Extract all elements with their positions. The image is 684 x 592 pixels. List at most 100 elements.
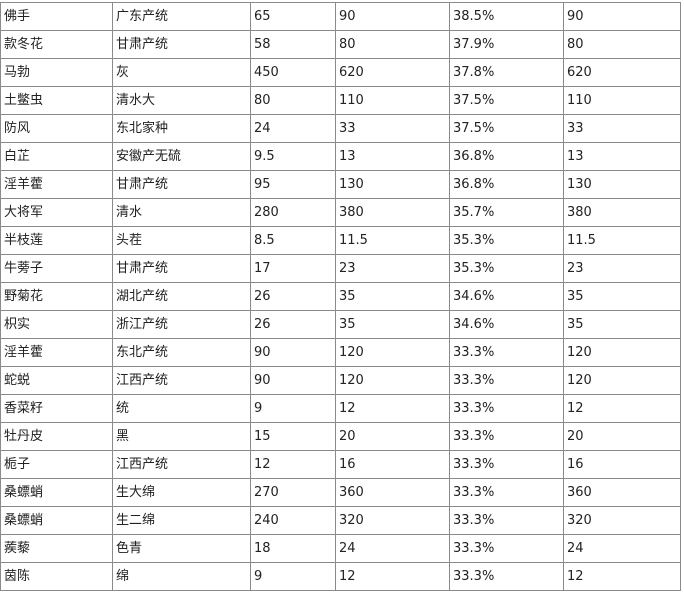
table-cell: 20 bbox=[567, 429, 584, 444]
table-cell: 桑螵蛸 bbox=[4, 513, 44, 528]
row-border bbox=[0, 142, 681, 143]
table-cell: 淫羊藿 bbox=[4, 345, 44, 360]
row-border bbox=[0, 254, 681, 255]
column-border bbox=[250, 2, 251, 591]
table-cell: 土鳖虫 bbox=[4, 93, 44, 108]
table-cell: 37.8% bbox=[453, 65, 495, 80]
table-cell: 33 bbox=[339, 121, 356, 136]
table-cell: 450 bbox=[254, 65, 279, 80]
table-cell: 大将军 bbox=[4, 205, 44, 220]
table-cell: 12 bbox=[567, 401, 584, 416]
table-cell: 58 bbox=[254, 37, 271, 52]
row-border bbox=[0, 58, 681, 59]
table-cell: 280 bbox=[254, 205, 279, 220]
table-cell: 33.3% bbox=[453, 373, 495, 388]
table-cell: 13 bbox=[339, 149, 356, 164]
row-border bbox=[0, 310, 681, 311]
table-cell: 灰 bbox=[116, 65, 130, 80]
table-cell: 110 bbox=[567, 93, 592, 108]
table-cell: 11.5 bbox=[339, 233, 368, 248]
table-cell: 12 bbox=[567, 569, 584, 584]
table-cell: 90 bbox=[254, 373, 271, 388]
table-cell: 野菊花 bbox=[4, 289, 44, 304]
table-cell: 23 bbox=[567, 261, 584, 276]
column-border bbox=[563, 2, 564, 591]
row-border bbox=[0, 394, 681, 395]
table-cell: 黑 bbox=[116, 429, 130, 444]
table-cell: 37.5% bbox=[453, 121, 495, 136]
column-border bbox=[449, 2, 450, 591]
table-cell: 东北家种 bbox=[116, 121, 169, 136]
table-cell: 37.5% bbox=[453, 93, 495, 108]
table-cell: 320 bbox=[567, 513, 592, 528]
table-cell: 360 bbox=[567, 485, 592, 500]
table-cell: 130 bbox=[339, 177, 364, 192]
table-cell: 甘肃产统 bbox=[116, 177, 169, 192]
table-cell: 佛手 bbox=[4, 9, 31, 24]
table-cell: 33.3% bbox=[453, 513, 495, 528]
row-border bbox=[0, 422, 681, 423]
table-cell: 11.5 bbox=[567, 233, 596, 248]
row-border bbox=[0, 506, 681, 507]
table-cell: 120 bbox=[339, 373, 364, 388]
table-cell: 35 bbox=[567, 289, 584, 304]
table-cell: 清水大 bbox=[116, 93, 156, 108]
table-cell: 33.3% bbox=[453, 401, 495, 416]
table-cell: 甘肃产统 bbox=[116, 37, 169, 52]
table-cell: 35.3% bbox=[453, 233, 495, 248]
table-cell: 江西产统 bbox=[116, 457, 169, 472]
table-cell: 34.6% bbox=[453, 289, 495, 304]
table-cell: 26 bbox=[254, 289, 271, 304]
table-cell: 360 bbox=[339, 485, 364, 500]
table-cell: 620 bbox=[339, 65, 364, 80]
table-cell: 生二绵 bbox=[116, 513, 156, 528]
table-cell: 马勃 bbox=[4, 65, 31, 80]
table-cell: 头茬 bbox=[116, 233, 143, 248]
table-cell: 80 bbox=[339, 37, 356, 52]
row-border bbox=[0, 170, 681, 171]
table-cell: 120 bbox=[339, 345, 364, 360]
table-cell: 620 bbox=[567, 65, 592, 80]
table-cell: 15 bbox=[254, 429, 271, 444]
table-cell: 35 bbox=[567, 317, 584, 332]
table-cell: 65 bbox=[254, 9, 271, 24]
table-cell: 23 bbox=[339, 261, 356, 276]
table-cell: 桑螵蛸 bbox=[4, 485, 44, 500]
table-cell: 款冬花 bbox=[4, 37, 44, 52]
column-border bbox=[680, 2, 681, 591]
table-cell: 湖北产统 bbox=[116, 289, 169, 304]
table-cell: 20 bbox=[339, 429, 356, 444]
table-cell: 安徽产无硫 bbox=[116, 149, 182, 164]
table-cell: 33.3% bbox=[453, 429, 495, 444]
row-border bbox=[0, 282, 681, 283]
table-cell: 33.3% bbox=[453, 485, 495, 500]
table-cell: 12 bbox=[339, 401, 356, 416]
table-cell: 东北产统 bbox=[116, 345, 169, 360]
table-cell: 80 bbox=[254, 93, 271, 108]
table-cell: 统 bbox=[116, 401, 130, 416]
table-cell: 12 bbox=[339, 569, 356, 584]
table-cell: 8.5 bbox=[254, 233, 275, 248]
table-cell: 35.3% bbox=[453, 261, 495, 276]
table-cell: 33.3% bbox=[453, 345, 495, 360]
table-cell: 16 bbox=[339, 457, 356, 472]
table-cell: 16 bbox=[567, 457, 584, 472]
table-cell: 34.6% bbox=[453, 317, 495, 332]
table-cell: 广东产统 bbox=[116, 9, 169, 24]
table-cell: 24 bbox=[339, 541, 356, 556]
table-cell: 9 bbox=[254, 569, 263, 584]
table-cell: 半枝莲 bbox=[4, 233, 44, 248]
row-border bbox=[0, 226, 681, 227]
table-cell: 绵 bbox=[116, 569, 130, 584]
table-cell: 甘肃产统 bbox=[116, 261, 169, 276]
table-cell: 33.3% bbox=[453, 541, 495, 556]
table-cell: 95 bbox=[254, 177, 271, 192]
row-border bbox=[0, 86, 681, 87]
table-cell: 9.5 bbox=[254, 149, 275, 164]
row-border bbox=[0, 2, 681, 3]
table-cell: 26 bbox=[254, 317, 271, 332]
row-border bbox=[0, 450, 681, 451]
table-cell: 白芷 bbox=[4, 149, 31, 164]
table-cell: 色青 bbox=[116, 541, 143, 556]
